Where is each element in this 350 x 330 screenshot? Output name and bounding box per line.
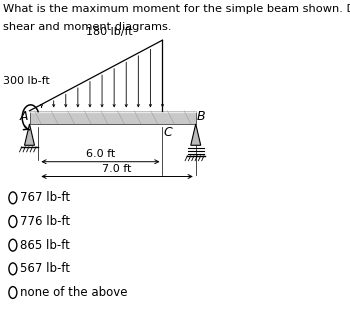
Text: shear and moment diagrams.: shear and moment diagrams. <box>3 22 172 32</box>
Text: none of the above: none of the above <box>20 286 128 299</box>
Text: C: C <box>163 126 172 139</box>
Polygon shape <box>25 124 35 145</box>
Text: 6.0 ft: 6.0 ft <box>86 149 115 159</box>
Text: 180 lb/ft: 180 lb/ft <box>86 27 133 37</box>
Text: 567 lb-ft: 567 lb-ft <box>20 262 70 275</box>
Text: 865 lb-ft: 865 lb-ft <box>20 239 70 252</box>
Text: 300 lb-ft: 300 lb-ft <box>3 76 50 86</box>
Polygon shape <box>191 124 201 145</box>
Text: What is the maximum moment for the simple beam shown. Draw the: What is the maximum moment for the simpl… <box>3 4 350 14</box>
FancyBboxPatch shape <box>29 111 196 124</box>
Text: 776 lb-ft: 776 lb-ft <box>20 215 70 228</box>
Text: 767 lb-ft: 767 lb-ft <box>20 191 70 204</box>
Text: B: B <box>197 110 205 123</box>
Text: A: A <box>20 110 28 123</box>
Text: 7.0 ft: 7.0 ft <box>102 164 132 174</box>
